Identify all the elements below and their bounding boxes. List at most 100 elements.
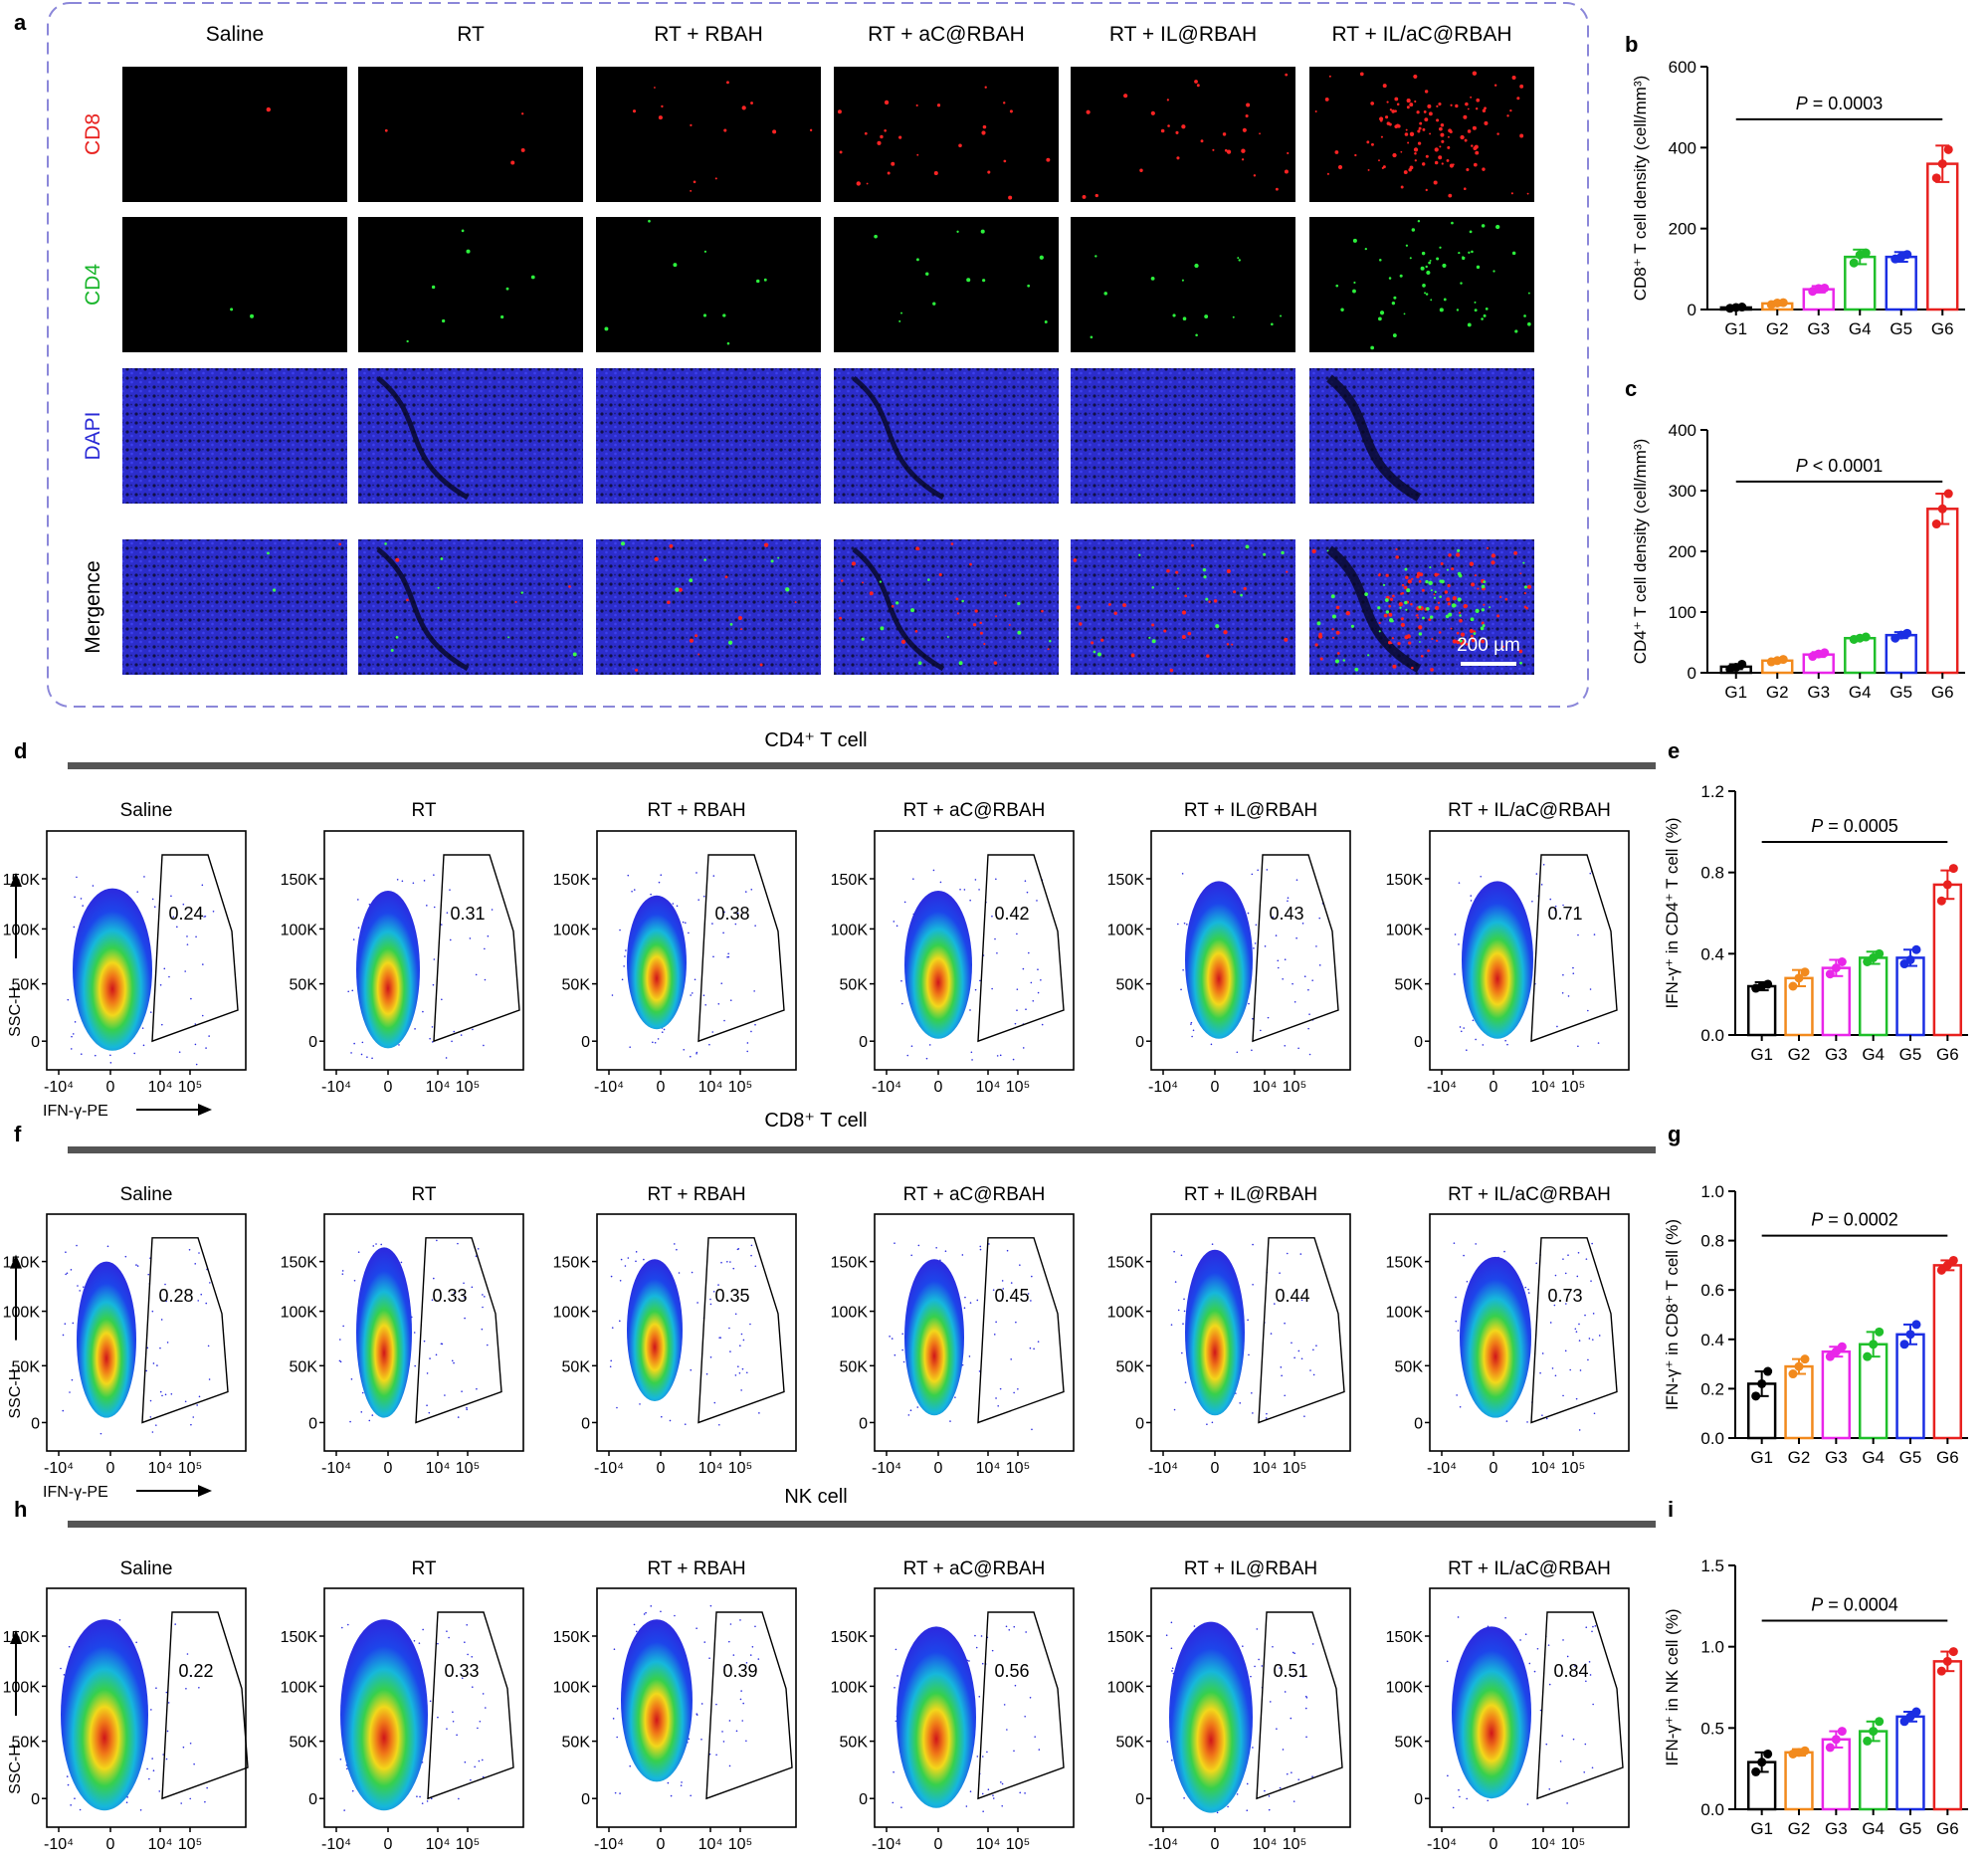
event-dot [416, 1795, 418, 1797]
event-dot [627, 874, 630, 877]
fluorescent-cell [1222, 132, 1227, 136]
event-dot [1292, 982, 1293, 985]
fluorescent-cell [1485, 308, 1489, 311]
fluorescent-cell [938, 572, 942, 576]
y-tick-label: 0 [308, 1791, 317, 1808]
flow-plot-title: RT + aC@RBAH [903, 800, 1046, 821]
x-tick-label: G5 [1889, 683, 1912, 702]
event-dot [1551, 1367, 1554, 1369]
if-image [1071, 539, 1295, 675]
fluorescent-cell [1242, 127, 1247, 132]
event-dot [1562, 973, 1564, 976]
event-dot [153, 906, 156, 908]
data-point [1905, 1712, 1915, 1722]
event-dot [466, 1408, 468, 1411]
event-dot [1556, 1025, 1558, 1028]
x-tick-label: 0 [1211, 1836, 1220, 1853]
event-dot [611, 1327, 614, 1329]
event-dot [704, 1003, 706, 1006]
event-dot [470, 1778, 472, 1781]
x-tick-label: 10⁵ [1283, 1836, 1306, 1853]
fluorescent-cell [1434, 605, 1440, 611]
gate-percentage: 0.39 [722, 1661, 757, 1681]
fluorescent-cell [1383, 613, 1388, 618]
event-dot [944, 1250, 947, 1253]
event-dot [466, 1623, 469, 1626]
event-dot [1303, 975, 1306, 978]
y-tick-label: 0.6 [1700, 1281, 1724, 1300]
event-dot [669, 1419, 672, 1422]
event-dot [1506, 1043, 1508, 1046]
fluorescent-cell [1284, 169, 1289, 174]
event-dot [609, 1365, 612, 1368]
event-dot [1588, 1338, 1591, 1340]
y-tick-label: 50K [1116, 1358, 1145, 1375]
data-point [1905, 1330, 1915, 1340]
section-bar [68, 1146, 1656, 1153]
event-dot [696, 1051, 698, 1054]
x-tick-label: G1 [1724, 683, 1747, 702]
fluorescent-cell [1447, 145, 1451, 149]
event-dot [1454, 973, 1456, 975]
event-dot [1535, 1262, 1537, 1265]
event-dot [1554, 1374, 1557, 1377]
if-row-label: CD4 [82, 264, 104, 306]
fluorescent-cell [1039, 255, 1044, 260]
fluorescent-cell [729, 623, 733, 626]
event-dot [633, 1623, 636, 1626]
fluorescent-cell [1439, 246, 1442, 249]
data-point [1875, 948, 1885, 958]
density-blob [1452, 1626, 1531, 1799]
fluorescent-cell [1408, 641, 1412, 645]
event-dot [629, 1046, 631, 1048]
event-dot [1297, 1778, 1300, 1780]
event-dot [690, 1368, 693, 1371]
x-tick-label: 10⁵ [1283, 1079, 1306, 1096]
event-dot [201, 1014, 204, 1017]
event-dot [1559, 1760, 1562, 1762]
fluorescent-cell [898, 319, 901, 322]
tissue-gap [1326, 374, 1422, 502]
event-dot [1455, 1296, 1457, 1299]
event-dot [690, 994, 692, 996]
event-dot [164, 1393, 167, 1396]
event-dot [1566, 1655, 1569, 1658]
event-dot [453, 1292, 456, 1294]
fluorescent-cell [737, 615, 743, 621]
event-dot [159, 1296, 162, 1299]
event-dot [182, 1746, 185, 1749]
fluorescent-cell [1391, 301, 1396, 306]
event-dot [1459, 1795, 1461, 1798]
fluorescent-cell [809, 128, 813, 132]
flow-plot-title: RT [412, 1184, 437, 1205]
x-tick-label: 10⁵ [1006, 1079, 1030, 1096]
data-point [1825, 1743, 1835, 1753]
event-dot [1572, 966, 1574, 969]
event-dot [178, 1051, 181, 1053]
event-dot [969, 1009, 971, 1011]
fluorescent-cell [987, 170, 991, 174]
y-tick-label: 150K [281, 1255, 318, 1272]
event-dot [166, 1342, 169, 1344]
y-tick-label: 0 [308, 1034, 317, 1051]
fluorescent-cell [1316, 621, 1321, 626]
y-tick-label: 150K [553, 872, 591, 889]
event-dot [478, 1760, 481, 1762]
data-point [1936, 896, 1946, 906]
bar [1784, 1751, 1814, 1811]
event-dot [1006, 1249, 1009, 1252]
event-dot [353, 1042, 355, 1045]
fluorescent-cell [1457, 597, 1462, 602]
fluorescent-cell [1389, 108, 1393, 111]
event-dot [1216, 1811, 1219, 1814]
event-dot [62, 1334, 65, 1337]
event-dot [1260, 1029, 1262, 1032]
event-dot [1548, 1683, 1551, 1686]
event-dot [895, 925, 898, 928]
event-dot [1561, 1735, 1564, 1737]
panel-letter-a: a [14, 10, 27, 35]
fluorescent-cell [621, 541, 626, 546]
event-dot [146, 1767, 148, 1770]
event-dot [1010, 1282, 1013, 1284]
y-tick-label: 50K [1395, 977, 1424, 994]
